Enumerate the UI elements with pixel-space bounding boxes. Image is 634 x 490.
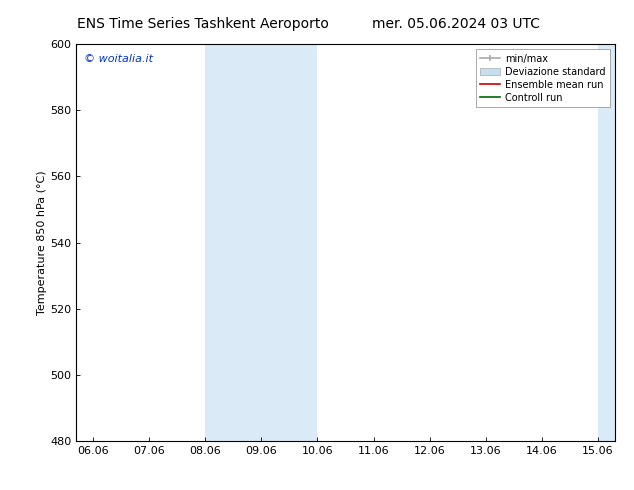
Bar: [598, 44, 634, 441]
Legend: min/max, Deviazione standard, Ensemble mean run, Controll run: min/max, Deviazione standard, Ensemble m…: [476, 49, 610, 107]
Text: mer. 05.06.2024 03 UTC: mer. 05.06.2024 03 UTC: [373, 17, 540, 31]
Text: © woitalia.it: © woitalia.it: [84, 54, 153, 64]
Bar: [205, 44, 318, 441]
Text: ENS Time Series Tashkent Aeroporto: ENS Time Series Tashkent Aeroporto: [77, 17, 329, 31]
Y-axis label: Temperature 850 hPa (°C): Temperature 850 hPa (°C): [37, 170, 47, 315]
